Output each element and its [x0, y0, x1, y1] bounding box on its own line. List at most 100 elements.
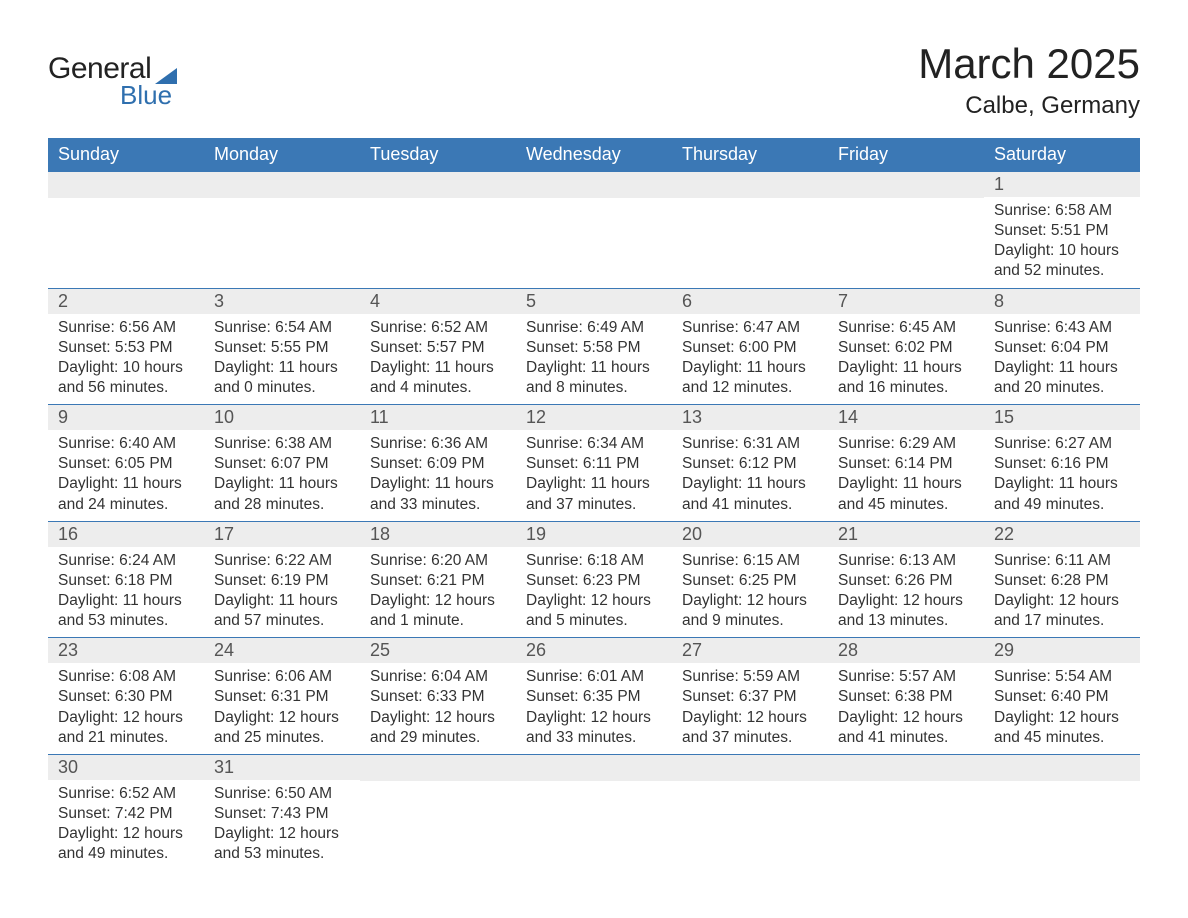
- day-body: Sunrise: 6:18 AMSunset: 6:23 PMDaylight:…: [516, 547, 672, 638]
- day-number: 28: [828, 638, 984, 663]
- calendar-day-cell: 5Sunrise: 6:49 AMSunset: 5:58 PMDaylight…: [516, 288, 672, 405]
- daylight-text: Daylight: 11 hours and 57 minutes.: [214, 591, 350, 631]
- sunrise-text: Sunrise: 6:47 AM: [682, 318, 818, 338]
- location: Calbe, Germany: [918, 92, 1140, 120]
- calendar-day-cell: 15Sunrise: 6:27 AMSunset: 6:16 PMDayligh…: [984, 405, 1140, 522]
- calendar-day-cell: [984, 754, 1140, 870]
- sunrise-text: Sunrise: 6:52 AM: [370, 318, 506, 338]
- day-number: 5: [516, 289, 672, 314]
- calendar-day-cell: 16Sunrise: 6:24 AMSunset: 6:18 PMDayligh…: [48, 521, 204, 638]
- sunset-text: Sunset: 6:00 PM: [682, 338, 818, 358]
- calendar-day-cell: 7Sunrise: 6:45 AMSunset: 6:02 PMDaylight…: [828, 288, 984, 405]
- sunrise-text: Sunrise: 6:27 AM: [994, 434, 1130, 454]
- calendar-week-row: 30Sunrise: 6:52 AMSunset: 7:42 PMDayligh…: [48, 754, 1140, 870]
- sunrise-text: Sunrise: 6:29 AM: [838, 434, 974, 454]
- sunset-text: Sunset: 6:21 PM: [370, 571, 506, 591]
- sunset-text: Sunset: 5:53 PM: [58, 338, 194, 358]
- brand-word2: Blue: [120, 80, 177, 111]
- title-block: March 2025 Calbe, Germany: [918, 40, 1140, 120]
- calendar-week-row: 1Sunrise: 6:58 AMSunset: 5:51 PMDaylight…: [48, 172, 1140, 289]
- calendar-day-cell: 23Sunrise: 6:08 AMSunset: 6:30 PMDayligh…: [48, 638, 204, 755]
- header: General Blue March 2025 Calbe, Germany: [48, 40, 1140, 120]
- sunrise-text: Sunrise: 5:54 AM: [994, 667, 1130, 687]
- calendar-day-cell: 30Sunrise: 6:52 AMSunset: 7:42 PMDayligh…: [48, 754, 204, 870]
- sunset-text: Sunset: 7:42 PM: [58, 804, 194, 824]
- calendar-day-cell: [48, 172, 204, 289]
- calendar-day-cell: 4Sunrise: 6:52 AMSunset: 5:57 PMDaylight…: [360, 288, 516, 405]
- daylight-text: Daylight: 11 hours and 0 minutes.: [214, 358, 350, 398]
- day-body: Sunrise: 6:50 AMSunset: 7:43 PMDaylight:…: [204, 780, 360, 871]
- day-number: 3: [204, 289, 360, 314]
- day-body: Sunrise: 6:01 AMSunset: 6:35 PMDaylight:…: [516, 663, 672, 754]
- calendar-day-cell: [828, 754, 984, 870]
- sunrise-text: Sunrise: 6:58 AM: [994, 201, 1130, 221]
- sunrise-text: Sunrise: 6:18 AM: [526, 551, 662, 571]
- daylight-text: Daylight: 12 hours and 17 minutes.: [994, 591, 1130, 631]
- daylight-text: Daylight: 11 hours and 49 minutes.: [994, 474, 1130, 514]
- sunset-text: Sunset: 6:37 PM: [682, 687, 818, 707]
- sunset-text: Sunset: 6:11 PM: [526, 454, 662, 474]
- daylight-text: Daylight: 12 hours and 5 minutes.: [526, 591, 662, 631]
- day-number: [984, 755, 1140, 781]
- day-number: 31: [204, 755, 360, 780]
- daylight-text: Daylight: 11 hours and 16 minutes.: [838, 358, 974, 398]
- calendar-day-cell: 24Sunrise: 6:06 AMSunset: 6:31 PMDayligh…: [204, 638, 360, 755]
- sunset-text: Sunset: 7:43 PM: [214, 804, 350, 824]
- day-body: [516, 198, 672, 218]
- calendar-body: 1Sunrise: 6:58 AMSunset: 5:51 PMDaylight…: [48, 172, 1140, 871]
- day-body: Sunrise: 6:04 AMSunset: 6:33 PMDaylight:…: [360, 663, 516, 754]
- day-number: 8: [984, 289, 1140, 314]
- day-number: 14: [828, 405, 984, 430]
- daylight-text: Daylight: 12 hours and 41 minutes.: [838, 708, 974, 748]
- day-body: Sunrise: 6:58 AMSunset: 5:51 PMDaylight:…: [984, 197, 1140, 288]
- sunset-text: Sunset: 6:23 PM: [526, 571, 662, 591]
- day-body: Sunrise: 6:20 AMSunset: 6:21 PMDaylight:…: [360, 547, 516, 638]
- calendar-week-row: 2Sunrise: 6:56 AMSunset: 5:53 PMDaylight…: [48, 288, 1140, 405]
- day-number: 27: [672, 638, 828, 663]
- sunrise-text: Sunrise: 6:45 AM: [838, 318, 974, 338]
- calendar-day-cell: 20Sunrise: 6:15 AMSunset: 6:25 PMDayligh…: [672, 521, 828, 638]
- day-number: [828, 755, 984, 781]
- sunrise-text: Sunrise: 6:01 AM: [526, 667, 662, 687]
- day-number: 19: [516, 522, 672, 547]
- calendar-day-cell: [516, 754, 672, 870]
- calendar-day-cell: 13Sunrise: 6:31 AMSunset: 6:12 PMDayligh…: [672, 405, 828, 522]
- day-number: [672, 172, 828, 198]
- sunrise-text: Sunrise: 6:43 AM: [994, 318, 1130, 338]
- calendar-week-row: 9Sunrise: 6:40 AMSunset: 6:05 PMDaylight…: [48, 405, 1140, 522]
- sunset-text: Sunset: 6:28 PM: [994, 571, 1130, 591]
- day-body: [828, 198, 984, 218]
- calendar-day-cell: 21Sunrise: 6:13 AMSunset: 6:26 PMDayligh…: [828, 521, 984, 638]
- day-number: 22: [984, 522, 1140, 547]
- daylight-text: Daylight: 11 hours and 45 minutes.: [838, 474, 974, 514]
- daylight-text: Daylight: 12 hours and 9 minutes.: [682, 591, 818, 631]
- month-title: March 2025: [918, 40, 1140, 88]
- sunset-text: Sunset: 6:25 PM: [682, 571, 818, 591]
- day-body: [360, 198, 516, 218]
- day-body: Sunrise: 6:24 AMSunset: 6:18 PMDaylight:…: [48, 547, 204, 638]
- day-body: [672, 198, 828, 218]
- day-number: 1: [984, 172, 1140, 197]
- calendar-day-cell: 2Sunrise: 6:56 AMSunset: 5:53 PMDaylight…: [48, 288, 204, 405]
- sunrise-text: Sunrise: 5:59 AM: [682, 667, 818, 687]
- calendar-day-cell: 17Sunrise: 6:22 AMSunset: 6:19 PMDayligh…: [204, 521, 360, 638]
- day-number: 10: [204, 405, 360, 430]
- calendar-day-cell: 14 Sunrise: 6:29 AMSunset: 6:14 PMDayligh…: [828, 405, 984, 522]
- daylight-text: Daylight: 11 hours and 41 minutes.: [682, 474, 818, 514]
- day-number: [204, 172, 360, 198]
- calendar-day-cell: 25Sunrise: 6:04 AMSunset: 6:33 PMDayligh…: [360, 638, 516, 755]
- daylight-text: Daylight: 11 hours and 53 minutes.: [58, 591, 194, 631]
- weekday-header: Monday: [204, 138, 360, 172]
- day-body: Sunrise: 6:54 AMSunset: 5:55 PMDaylight:…: [204, 314, 360, 405]
- calendar-day-cell: 9Sunrise: 6:40 AMSunset: 6:05 PMDaylight…: [48, 405, 204, 522]
- calendar-day-cell: 10Sunrise: 6:38 AMSunset: 6:07 PMDayligh…: [204, 405, 360, 522]
- daylight-text: Daylight: 12 hours and 33 minutes.: [526, 708, 662, 748]
- sunset-text: Sunset: 6:38 PM: [838, 687, 974, 707]
- calendar-day-cell: 29Sunrise: 5:54 AMSunset: 6:40 PMDayligh…: [984, 638, 1140, 755]
- day-number: 21: [828, 522, 984, 547]
- sunrise-text: Sunrise: 6:31 AM: [682, 434, 818, 454]
- day-number: 6: [672, 289, 828, 314]
- day-number: [828, 172, 984, 198]
- day-number: 4: [360, 289, 516, 314]
- sunset-text: Sunset: 6:14 PM: [838, 454, 974, 474]
